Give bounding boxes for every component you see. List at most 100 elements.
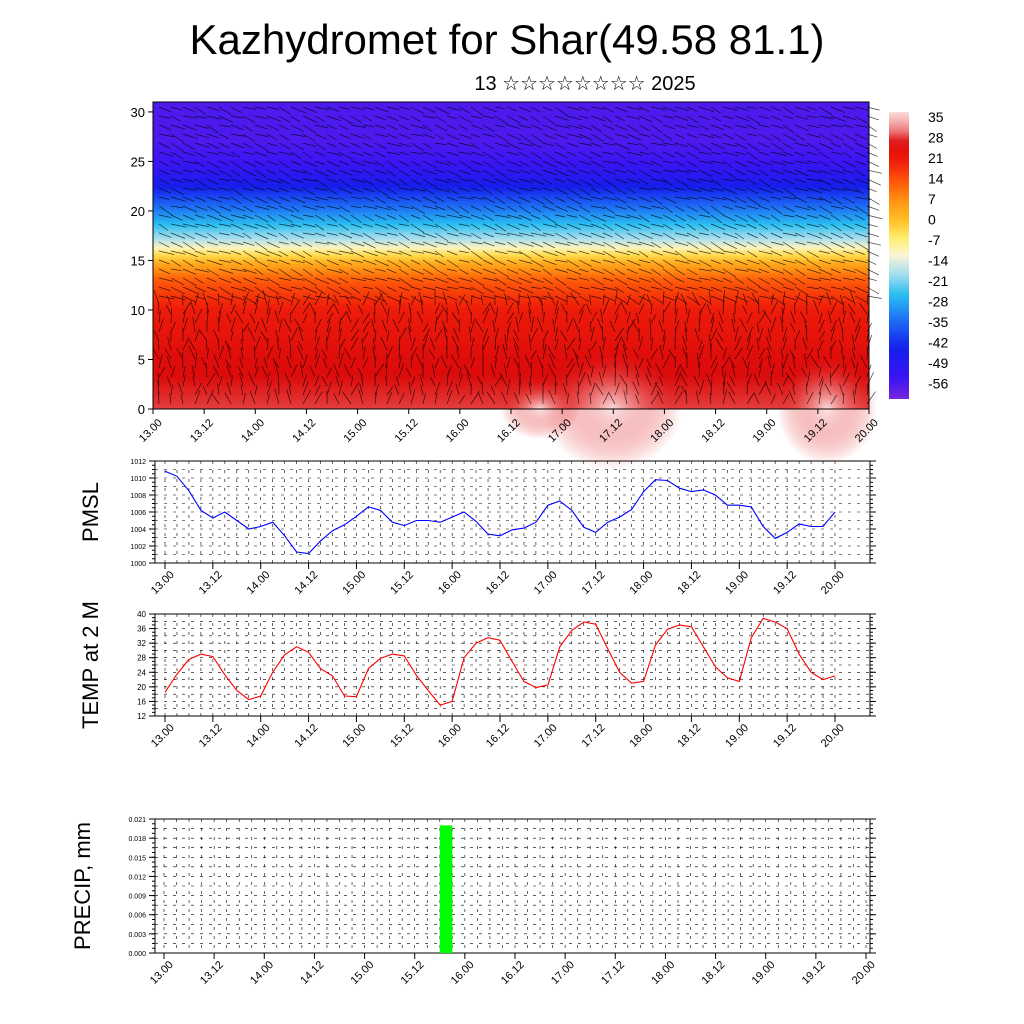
temp-xtick-label: 17.00 [532, 722, 560, 750]
wind-barb [422, 106, 436, 113]
wind-barb [662, 336, 666, 351]
wind-barb [830, 169, 846, 175]
temp-ytick-label: 16 [137, 697, 146, 706]
wind-barb [566, 142, 579, 148]
wind-barb [830, 259, 845, 264]
wind-barb [830, 133, 844, 141]
wind-barb [842, 295, 854, 303]
wind-barb [386, 223, 398, 230]
wind-barb [326, 214, 337, 223]
wind-barb [242, 151, 255, 155]
wind-barb [734, 124, 748, 129]
wind-barb [827, 310, 832, 324]
wind-barb [506, 124, 520, 129]
wind-barb [470, 286, 484, 295]
wind-barb [272, 358, 280, 369]
wind-barb [350, 241, 365, 247]
wind-barb [602, 106, 614, 113]
wind-barb [158, 124, 172, 131]
wind-barb [494, 187, 504, 195]
wind-barb [602, 205, 616, 214]
wind-barb [698, 259, 712, 268]
wind-barb [278, 286, 293, 292]
wind-barb [213, 354, 220, 369]
wind-barb [242, 196, 254, 203]
wind-barb [299, 361, 304, 378]
wind-barb [658, 376, 664, 387]
wind-barb [422, 178, 437, 188]
wind-barb [170, 277, 184, 286]
wind-barb [614, 286, 624, 294]
wind-barb [626, 294, 631, 306]
wind-barb [386, 169, 397, 177]
wind-barb [698, 308, 702, 324]
wind-barb [206, 160, 220, 169]
wind-barb [302, 178, 317, 182]
wind-barb [494, 115, 509, 126]
wind-barb [626, 311, 631, 324]
wind-barb [626, 187, 636, 194]
wind-barb [501, 391, 508, 405]
wind-barb [590, 286, 606, 291]
wind-barb [842, 124, 854, 128]
pmsl-xtick-label: 19.12 [771, 569, 799, 597]
wind-barb [206, 205, 221, 214]
wind-barb [794, 115, 809, 120]
wind-barb [662, 151, 675, 158]
wind-barb [350, 115, 362, 124]
wind-barb [470, 250, 483, 260]
wind-barb [854, 361, 859, 378]
wind-barb [362, 178, 374, 186]
wind-barb [866, 391, 876, 405]
wind-barb [350, 318, 360, 333]
wind-barb [182, 178, 195, 183]
wind-barb [441, 304, 448, 315]
wind-barb [554, 196, 566, 203]
wind-barb [266, 106, 279, 110]
wind-barb [218, 232, 230, 236]
wind-barb [782, 259, 797, 264]
wind-barb [854, 142, 870, 150]
wind-barb [830, 241, 845, 249]
wind-barb [343, 364, 352, 378]
wind-barb [746, 106, 758, 110]
wind-barb [158, 178, 169, 185]
wind-barb [614, 335, 623, 351]
wind-barb [698, 187, 714, 192]
wind-barb [614, 277, 628, 286]
wind-barb [830, 205, 844, 209]
wind-barb [458, 142, 475, 147]
wind-barb [638, 277, 652, 283]
wind-barb [674, 133, 685, 139]
wind-barb [170, 142, 184, 152]
wind-barb [422, 169, 438, 175]
wind-barb [482, 303, 490, 315]
wind-barb [794, 268, 806, 276]
wind-barb [254, 336, 261, 351]
wind-barb [398, 363, 404, 378]
wind-barb [170, 384, 173, 396]
wind-barb [494, 250, 508, 255]
wind-barb [782, 277, 797, 286]
wind-barb [590, 241, 605, 247]
wind-barb [657, 390, 664, 405]
wind-barb [482, 142, 495, 150]
wind-barb [602, 187, 615, 195]
wind-barb [792, 385, 796, 396]
wind-barb [806, 259, 821, 269]
wind-barb [275, 329, 280, 342]
wind-barb [782, 241, 795, 250]
wind-barb [170, 115, 181, 122]
wind-barb [470, 151, 485, 157]
wind-barb [733, 312, 736, 324]
wind-barb [158, 259, 170, 265]
wind-barb [590, 223, 605, 230]
wind-barb [686, 133, 698, 139]
wind-barb [602, 223, 614, 231]
wind-barb [431, 364, 436, 378]
wind-barb [170, 160, 181, 166]
wind-barb [254, 357, 258, 369]
wind-barb [578, 214, 591, 222]
wind-barb [758, 328, 763, 342]
wind-barb [710, 232, 721, 239]
